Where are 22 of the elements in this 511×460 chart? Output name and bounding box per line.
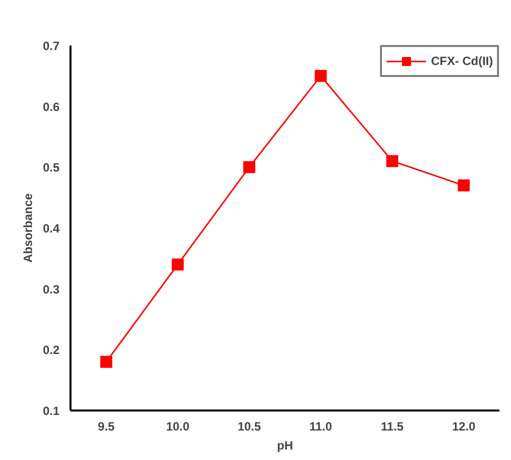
x-tick-label: 11.5 (380, 420, 404, 434)
y-tick-label: 0.6 (42, 100, 60, 114)
point (172, 258, 184, 270)
point (314, 70, 327, 82)
point (100, 356, 112, 368)
x-tick-label: 10.0 (166, 420, 190, 434)
y-tick-label: 0.2 (42, 343, 60, 358)
x-axis-title: pH (277, 438, 293, 452)
point (386, 155, 398, 168)
x-tick-label: 11.0 (309, 420, 332, 434)
y-tick-label: 0.5 (42, 160, 60, 175)
x-tick-label: 9.5 (98, 420, 115, 434)
y-tick-label: 0.7 (42, 39, 60, 53)
point (243, 161, 256, 174)
x-tick-label: 10.5 (238, 420, 262, 434)
point (458, 179, 470, 192)
y-tick-label: 0.4 (42, 222, 60, 236)
x-tick-label: 12.0 (452, 420, 476, 434)
y-axis-title: Absorbance (20, 193, 35, 263)
legend-label: CFX- Cd(II) (431, 54, 493, 68)
y-tick-label: 0.3 (42, 282, 60, 296)
y-tick-label: 0.1 (42, 404, 60, 418)
